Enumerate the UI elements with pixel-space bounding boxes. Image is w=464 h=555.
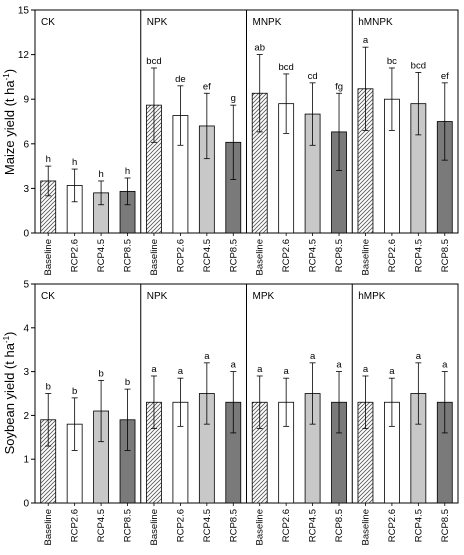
y-tick-label: 9 [23,95,29,106]
y-tick-label: 0 [23,499,29,510]
significance-letter: ef [203,81,211,92]
significance-letter: ab [254,43,265,54]
significance-letter: a [336,360,342,371]
y-tick-label: 4 [23,323,29,334]
x-tick-label: Baseline [255,239,266,275]
x-tick-label: RCP8.5 [123,509,134,542]
x-tick-label: RCP8.5 [440,239,451,272]
x-tick-label: RCP2.6 [281,509,292,542]
significance-letter: de [175,74,186,85]
x-tick-label: RCP8.5 [228,239,239,272]
significance-letter: a [284,366,290,377]
x-tick-label: RCP2.6 [70,509,81,542]
significance-letter: a [416,351,422,362]
significance-letter: a [363,35,369,46]
significance-letter: a [310,351,316,362]
significance-letter: bc [387,56,397,67]
x-tick-label: RCP8.5 [123,239,134,272]
significance-letter: a [204,351,210,362]
y-tick-label: 3 [23,184,29,195]
significance-letter: h [125,166,130,177]
panel-name: MPK [253,291,275,302]
y-axis-label: Maize yield (t ha-1) [2,69,17,175]
y-tick-label: 2 [23,411,29,422]
panel-name: CK [41,17,55,28]
significance-letter: bcd [411,60,426,71]
x-tick-label: RCP4.5 [96,239,107,272]
significance-letter: bcd [146,56,161,67]
significance-letter: b [72,386,77,397]
chart-0: 0 3 6 9 12 15 Maize yield (t ha-1) CK h Baseline h… [2,6,459,275]
panel-name: hMPK [358,291,386,302]
x-tick-label: Baseline [360,509,371,545]
chart-1: 0 1 2 3 4 5 Soybean yield (t ha-1) CK b Baseline b… [2,280,459,545]
x-tick-label: RCP4.5 [413,239,424,272]
x-tick-label: RCP8.5 [334,509,345,542]
x-tick-label: RCP4.5 [96,509,107,542]
x-tick-label: RCP4.5 [308,509,319,542]
y-tick-label: 1 [23,455,29,466]
significance-letter: g [231,93,236,104]
significance-letter: a [231,360,237,371]
significance-letter: b [98,368,103,379]
significance-letter: cd [308,71,318,82]
significance-letter: b [46,382,51,393]
x-tick-label: RCP8.5 [440,509,451,542]
significance-letter: h [98,169,103,180]
y-tick-label: 12 [18,50,30,61]
y-tick-label: 3 [23,367,29,378]
significance-letter: a [151,364,157,375]
panel-name: MNPK [253,17,282,28]
x-tick-label: RCP4.5 [202,239,213,272]
x-tick-label: RCP4.5 [202,509,213,542]
x-tick-label: Baseline [43,509,54,545]
significance-letter: a [389,366,395,377]
significance-letter: a [442,360,448,371]
x-tick-label: RCP2.6 [387,509,398,542]
x-tick-label: RCP8.5 [334,239,345,272]
x-tick-label: RCP8.5 [228,509,239,542]
x-tick-label: RCP2.6 [175,509,186,542]
significance-letter: a [178,366,184,377]
x-tick-label: RCP2.6 [387,239,398,272]
panel-name: NPK [147,291,168,302]
significance-letter: a [257,364,263,375]
x-tick-label: RCP2.6 [70,239,81,272]
y-tick-label: 15 [18,6,30,17]
x-tick-label: Baseline [255,509,266,545]
significance-letter: h [46,154,51,165]
x-tick-label: Baseline [149,239,160,275]
panel-name: hMNPK [358,17,393,28]
x-tick-label: RCP2.6 [175,239,186,272]
panel-name: CK [41,291,55,302]
y-tick-label: 5 [23,280,29,291]
significance-letter: bcd [278,62,293,73]
significance-letter: b [125,377,130,388]
significance-letter: fg [335,81,343,92]
y-tick-label: 0 [23,229,29,240]
panel-name: NPK [147,17,168,28]
significance-letter: a [363,364,369,375]
x-tick-label: RCP4.5 [308,239,319,272]
significance-letter: h [72,157,77,168]
y-axis-label: Soybean yield (t ha-1) [2,332,17,455]
y-tick-label: 6 [23,139,29,150]
x-tick-label: Baseline [43,239,54,275]
significance-letter: ef [441,71,449,82]
x-tick-label: RCP2.6 [281,239,292,272]
x-tick-label: RCP4.5 [413,509,424,542]
x-tick-label: Baseline [360,239,371,275]
x-tick-label: Baseline [149,509,160,545]
